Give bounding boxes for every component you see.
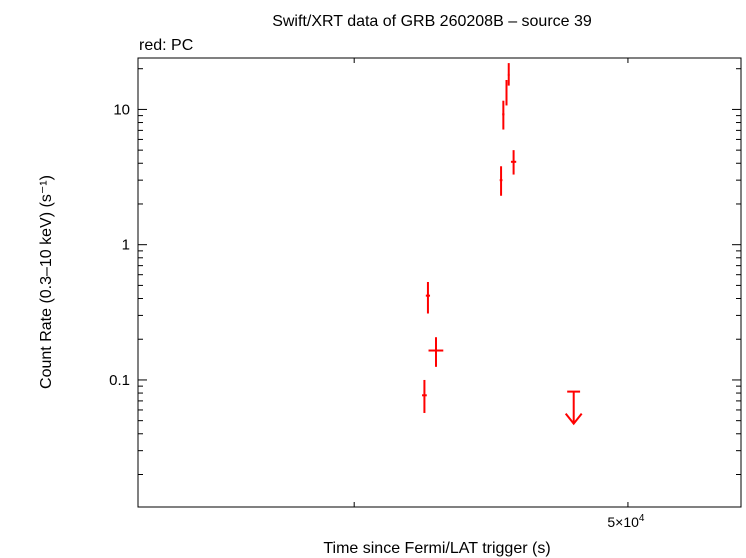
plot-frame [137,57,742,508]
y-tick-label: 0.1 [109,372,130,389]
data-point [499,166,503,196]
chart-title: Swift/XRT data of GRB 260208B – source 3… [272,13,592,30]
data-point [502,100,505,130]
data-point [425,281,431,314]
data-point [428,337,444,367]
chart-subtitle: red: PC [139,37,193,54]
x-axis-label: Time since Fermi/LAT trigger (s) [323,540,550,557]
x-tick-label: 5×104 [607,513,645,530]
upper-limit-marker [564,390,583,426]
plot-border [137,57,742,508]
y-axis-label: Count Rate (0.3–10 keV) (s⁻¹) [38,175,55,389]
data-point [510,150,517,175]
y-tick-label: 10 [113,101,130,118]
data-point [422,379,427,413]
data-point [505,80,508,106]
data-point [507,63,510,86]
y-tick-label: 1 [122,237,130,254]
axes: 0.1 1 10 5×104 [109,58,741,530]
upper-limit-arrowhead [564,412,583,426]
data-points [422,63,583,426]
